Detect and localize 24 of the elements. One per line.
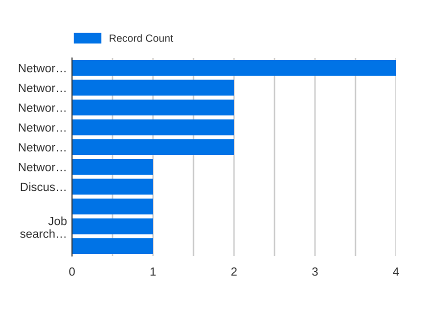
x-tick-label: 4	[392, 268, 399, 276]
y-tick-label: Networ…	[18, 84, 66, 92]
y-tick-label: Networ…	[18, 163, 66, 172]
x-tick-label: 1	[150, 268, 156, 276]
bar	[72, 218, 153, 234]
bar	[72, 139, 234, 156]
x-tick-label: 0	[69, 267, 75, 276]
y-tick-label: Job search…	[20, 216, 67, 238]
x-tick-label: 2	[231, 267, 237, 276]
bar	[72, 158, 153, 175]
bar	[72, 100, 234, 116]
bar	[72, 80, 234, 96]
bar	[72, 119, 234, 136]
y-tick-label: Networ…	[18, 104, 66, 112]
y-tick-label: Networ…	[18, 64, 66, 72]
x-tick-label: 3	[312, 267, 318, 276]
y-tick-label: Networ…	[18, 123, 66, 132]
bar	[72, 178, 153, 195]
bar	[72, 198, 153, 214]
y-tick-label: Discus…	[20, 182, 66, 192]
y-tick-label: Networ…	[18, 143, 66, 152]
bar	[72, 238, 153, 254]
legend-label: Record Count	[110, 34, 174, 42]
bar	[72, 60, 396, 76]
